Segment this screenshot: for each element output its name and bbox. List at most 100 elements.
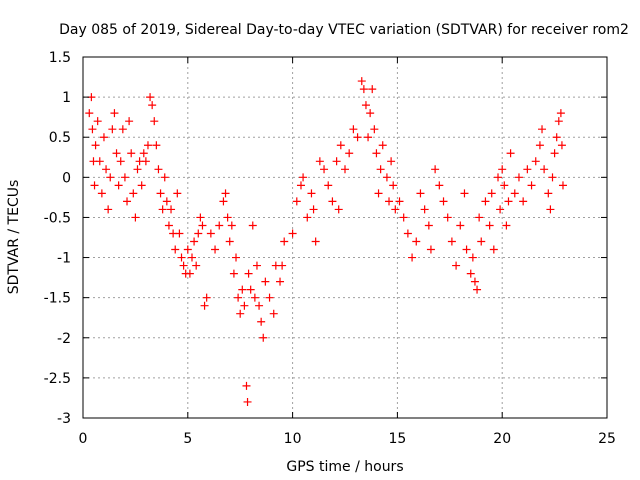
- data-point: [243, 397, 252, 406]
- data-point: [558, 181, 567, 190]
- y-tick-label: -1: [57, 251, 71, 267]
- data-point: [527, 181, 536, 190]
- data-point: [156, 189, 165, 198]
- data-point: [416, 189, 425, 198]
- y-tick-label: 1.5: [49, 50, 71, 66]
- data-point: [364, 133, 373, 142]
- data-point: [232, 253, 241, 262]
- data-point: [391, 205, 400, 214]
- data-point: [403, 229, 412, 238]
- data-point: [353, 133, 362, 142]
- data-point: [88, 125, 97, 134]
- data-point: [556, 109, 565, 118]
- data-point: [489, 245, 498, 254]
- data-point: [378, 141, 387, 150]
- data-point: [106, 173, 115, 182]
- data-point: [104, 205, 113, 214]
- data-point: [372, 149, 381, 158]
- data-point: [470, 277, 479, 286]
- data-point: [376, 165, 385, 174]
- data-point: [475, 213, 484, 222]
- data-point: [504, 197, 513, 206]
- data-point: [129, 189, 138, 198]
- data-point: [462, 245, 471, 254]
- data-point: [328, 197, 337, 206]
- data-point: [221, 189, 230, 198]
- data-point: [127, 149, 136, 158]
- data-point: [93, 117, 102, 126]
- data-point: [206, 229, 215, 238]
- data-point: [368, 85, 377, 94]
- data-point: [148, 101, 157, 110]
- data-point: [248, 221, 257, 230]
- data-point: [146, 93, 155, 102]
- y-tick-label: -2: [57, 331, 71, 347]
- data-point: [215, 221, 224, 230]
- data-point: [211, 245, 220, 254]
- data-point: [557, 141, 566, 150]
- data-point: [514, 173, 523, 182]
- data-point: [173, 189, 182, 198]
- data-point: [466, 269, 475, 278]
- data-point: [194, 229, 203, 238]
- data-point: [435, 181, 444, 190]
- data-point: [252, 261, 261, 270]
- data-point: [202, 293, 211, 302]
- data-point: [531, 157, 540, 166]
- y-axis-label: SDTVAR / TECUs: [6, 180, 22, 295]
- data-point: [320, 165, 329, 174]
- data-point: [257, 317, 266, 326]
- data-point: [374, 189, 383, 198]
- data-point: [175, 229, 184, 238]
- data-point: [496, 205, 505, 214]
- data-point: [125, 117, 134, 126]
- data-point: [116, 157, 125, 166]
- data-point: [236, 309, 245, 318]
- data-point: [546, 205, 555, 214]
- data-point: [500, 181, 509, 190]
- data-point: [431, 165, 440, 174]
- data-point: [177, 253, 186, 262]
- data-point: [519, 197, 528, 206]
- x-tick-label: 25: [598, 431, 616, 447]
- data-point: [112, 149, 121, 158]
- data-point: [334, 205, 343, 214]
- data-point: [288, 229, 297, 238]
- data-point: [192, 261, 201, 270]
- plot-border: [82, 56, 608, 419]
- x-tick-label: 0: [79, 431, 88, 447]
- x-axis-label: GPS time / hours: [286, 459, 403, 475]
- x-tick-label: 10: [284, 431, 302, 447]
- data-point: [154, 165, 163, 174]
- data-point: [227, 221, 236, 230]
- data-point: [187, 253, 196, 262]
- data-point: [349, 125, 358, 134]
- data-point: [190, 237, 199, 246]
- grid-lines: [83, 57, 607, 418]
- data-point: [219, 197, 228, 206]
- data-point: [280, 237, 289, 246]
- data-point: [309, 205, 318, 214]
- y-tick-label: 0: [62, 170, 71, 186]
- y-tick-label: 1: [62, 90, 71, 106]
- data-point: [485, 221, 494, 230]
- y-tick-label: -1.5: [44, 291, 71, 307]
- chart-title: Day 085 of 2019, Sidereal Day-to-day VTE…: [59, 22, 629, 38]
- data-point: [540, 165, 549, 174]
- data-point: [185, 269, 194, 278]
- data-point: [554, 117, 563, 126]
- data-point: [408, 253, 417, 262]
- data-point: [303, 213, 312, 222]
- data-point: [387, 157, 396, 166]
- data-point: [332, 157, 341, 166]
- data-point: [361, 101, 370, 110]
- data-point: [164, 221, 173, 230]
- data-point: [296, 181, 305, 190]
- y-tick-label: -3: [57, 411, 71, 427]
- data-point: [385, 197, 394, 206]
- data-point: [299, 173, 308, 182]
- data-point: [261, 277, 270, 286]
- y-tick-label: -2.5: [44, 371, 71, 387]
- data-point: [137, 181, 146, 190]
- data-point: [167, 205, 176, 214]
